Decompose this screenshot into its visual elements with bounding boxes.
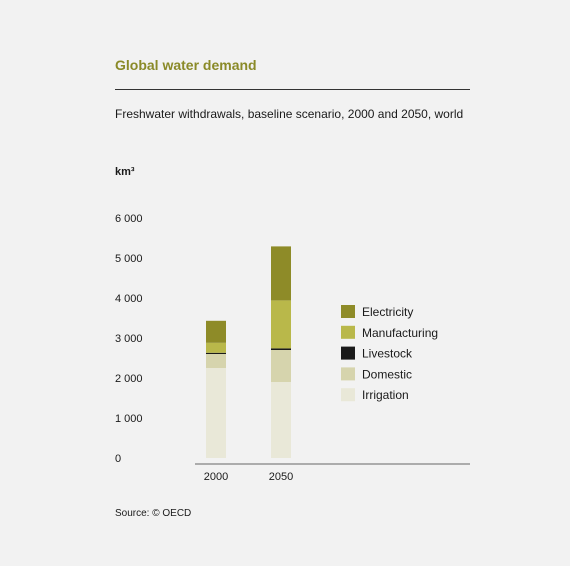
legend-swatch-livestock xyxy=(341,346,355,360)
legend-label-domestic: Domestic xyxy=(362,367,412,381)
legend-swatch-manufacturing xyxy=(341,325,355,339)
bar-segment-electricity xyxy=(206,320,226,343)
y-tick-label: 2 000 xyxy=(115,373,143,385)
source-note: Source: © OECD xyxy=(115,508,192,519)
chart-subtitle: Freshwater withdrawals, baseline scenari… xyxy=(115,107,464,121)
chart-title: Global water demand xyxy=(115,57,257,73)
bar-segment-livestock xyxy=(206,352,226,354)
legend-swatch-irrigation xyxy=(341,388,355,402)
legend-label-irrigation: Irrigation xyxy=(362,388,409,402)
bar-segment-manufacturing xyxy=(271,300,291,349)
legend-swatch-domestic xyxy=(341,367,355,381)
bar-segment-irrigation xyxy=(271,382,291,458)
bar-segment-domestic xyxy=(271,350,291,382)
legend-label-electricity: Electricity xyxy=(362,305,413,319)
bar-segment-irrigation xyxy=(206,368,226,458)
y-tick-label: 3 000 xyxy=(115,333,143,345)
x-tick-label: 2000 xyxy=(204,471,228,483)
bar-segment-electricity xyxy=(271,246,291,301)
bar-segment-livestock xyxy=(271,348,291,350)
y-tick-label: 6 000 xyxy=(115,213,143,225)
y-tick-label: 1 000 xyxy=(115,413,143,425)
legend-label-livestock: Livestock xyxy=(362,347,413,361)
legend-swatch-electricity xyxy=(341,305,355,318)
y-tick-label: 5 000 xyxy=(115,253,143,265)
y-tick-label: 4 000 xyxy=(115,293,143,305)
y-axis-unit-label: km³ xyxy=(115,166,135,178)
legend-label-manufacturing: Manufacturing xyxy=(362,326,438,340)
title-divider xyxy=(115,89,470,90)
bar-segment-manufacturing xyxy=(206,342,226,353)
bar-segment-domestic xyxy=(206,354,226,368)
y-tick-label: 0 xyxy=(115,453,121,465)
x-tick-label: 2050 xyxy=(269,471,293,483)
